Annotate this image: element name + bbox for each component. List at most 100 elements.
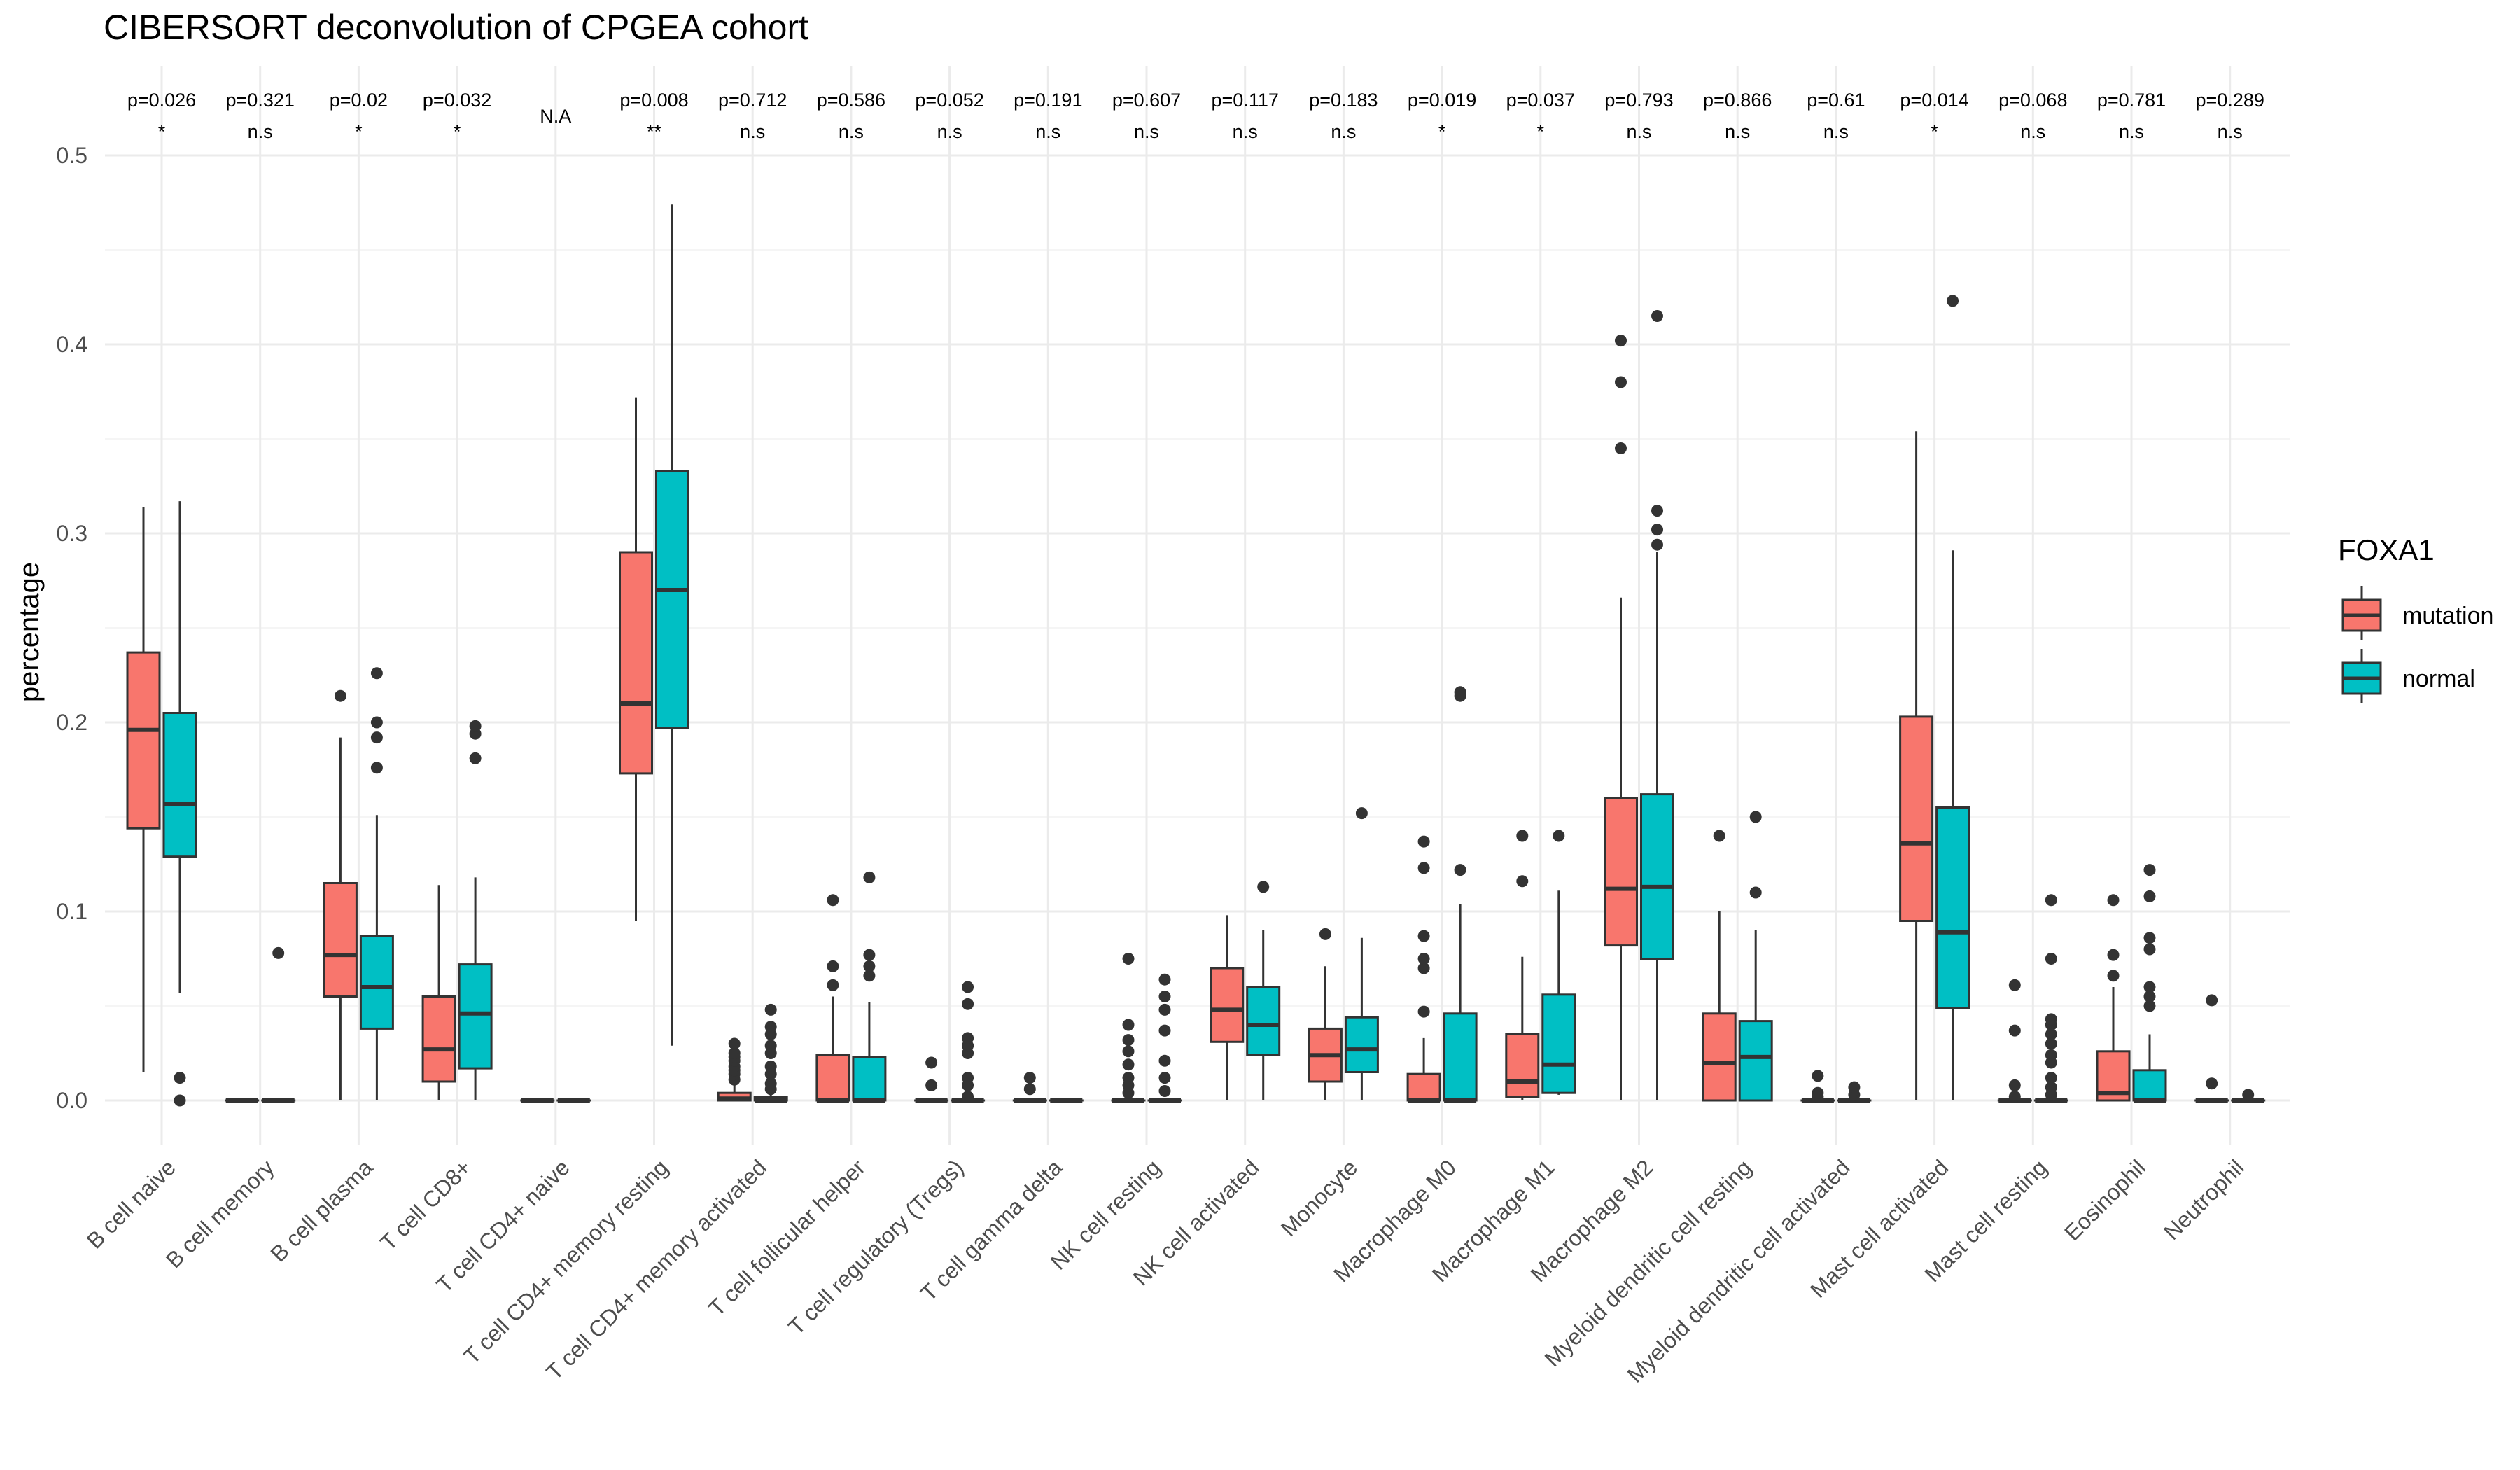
box-mutation <box>1406 835 1441 1102</box>
outlier-point <box>2143 864 2156 876</box>
outlier-point <box>174 1094 186 1107</box>
box-mutation <box>1702 830 1737 1102</box>
outlier-point <box>1651 524 1663 536</box>
p-value-label: p=0.866 <box>1703 90 1772 111</box>
outlier-point <box>1418 930 1430 942</box>
significance-label: n.s <box>2119 121 2144 142</box>
outlier-point <box>1122 1018 1135 1031</box>
significance-label: * <box>1931 121 1938 142</box>
box-mutation <box>1604 335 1638 1100</box>
outlier-point <box>1454 864 1466 876</box>
p-value-label: p=0.026 <box>127 90 196 111</box>
outlier-point <box>1257 881 1270 893</box>
outlier-point <box>728 1037 741 1050</box>
chart-title: CIBERSORT deconvolution of CPGEA cohort <box>104 8 808 47</box>
outlier-point <box>2107 894 2120 906</box>
p-value-annotations: p=0.026 * p=0.321 n.s p=0.02 * p=0.032 * N.A p=0.… <box>127 90 2264 142</box>
outlier-point <box>2008 1024 2021 1037</box>
grid-lines <box>105 66 2290 1144</box>
significance-label: n.s <box>1626 121 1651 142</box>
outlier-point <box>174 1072 186 1084</box>
outlier-point <box>1454 686 1466 699</box>
outlier-point <box>962 1072 974 1084</box>
outlier-point <box>1023 1083 1036 1096</box>
box-normal <box>1738 811 1773 1102</box>
outlier-point <box>370 716 383 729</box>
box-body <box>1344 1016 1379 1073</box>
outlier-point <box>334 690 346 702</box>
outlier-point <box>962 1032 974 1044</box>
p-value-label: p=0.321 <box>226 90 295 111</box>
outlier-point <box>2008 1079 2021 1091</box>
box-body <box>1443 1012 1478 1102</box>
outlier-point <box>1812 1086 1824 1099</box>
significance-label: n.s <box>1233 121 1258 142</box>
outlier-point <box>2143 981 2156 993</box>
significance-label: n.s <box>2020 121 2045 142</box>
p-value-label: p=0.008 <box>620 90 688 111</box>
y-tick-label: 0.2 <box>57 710 88 735</box>
box-body <box>1899 715 1934 923</box>
outlier-point <box>2045 1072 2057 1084</box>
box-body <box>1505 1033 1540 1098</box>
outlier-point <box>1947 295 1959 307</box>
outlier-point <box>827 894 839 906</box>
significance-label: ** <box>647 121 662 142</box>
p-value-label: p=0.781 <box>2097 90 2166 111</box>
box-mutation <box>2096 894 2131 1102</box>
outlier-point <box>2045 1028 2057 1040</box>
box-normal <box>1147 973 1182 1102</box>
significance-label: n.s <box>937 121 962 142</box>
box-normal <box>2132 864 2167 1102</box>
y-tick-label: 0.1 <box>57 899 88 924</box>
outlier-point <box>2008 979 2021 991</box>
p-value-label: p=0.607 <box>1112 90 1181 111</box>
p-value-label: p=0.289 <box>2196 90 2264 111</box>
outlier-point <box>1553 830 1565 842</box>
outlier-point <box>1812 1070 1824 1082</box>
outlier-point <box>1023 1072 1036 1084</box>
y-tick-label: 0.4 <box>57 332 88 357</box>
outlier-point <box>1651 538 1663 551</box>
box-mutation <box>816 894 850 1102</box>
box-body <box>1246 986 1281 1056</box>
p-value-label: p=0.068 <box>1998 90 2067 111</box>
box-mutation <box>1505 830 1540 1100</box>
box-mutation <box>717 1037 752 1102</box>
outlier-point <box>1516 830 1529 842</box>
significance-label: n.s <box>1331 121 1356 142</box>
p-value-label: p=0.117 <box>1212 90 1279 111</box>
legend-title: FOXA1 <box>2338 533 2435 566</box>
outlier-point <box>1418 862 1430 874</box>
significance-label: n.s <box>2218 121 2243 142</box>
outlier-point <box>764 1040 777 1052</box>
significance-label: n.s <box>1725 121 1750 142</box>
x-tick-label: B cell plasma <box>265 1154 377 1266</box>
outlier-point <box>2045 1049 2057 1061</box>
box-body <box>816 1054 850 1102</box>
significance-label: n.s <box>1823 121 1849 142</box>
box-body <box>2132 1069 2167 1102</box>
outlier-point <box>764 1021 777 1033</box>
outlier-point <box>1355 807 1368 820</box>
outlier-point <box>962 1091 974 1103</box>
x-tick-label: T cell regulatory (Tregs) <box>783 1154 968 1339</box>
box-normal <box>1344 807 1379 1100</box>
outlier-point <box>2242 1088 2255 1101</box>
outlier-point <box>1749 886 1762 899</box>
box-mutation <box>1308 927 1343 1100</box>
box-body <box>655 470 690 729</box>
outlier-point <box>2045 1037 2057 1050</box>
y-tick-label: 0.5 <box>57 143 88 168</box>
outlier-point <box>1615 335 1627 347</box>
p-value-label: p=0.037 <box>1506 90 1575 111</box>
y-axis: 0.0 0.1 0.2 0.3 0.4 0.5 <box>57 143 88 1113</box>
box-normal <box>1443 686 1478 1102</box>
outlier-point <box>1418 835 1430 848</box>
box-normal <box>2231 1088 2266 1102</box>
outlier-point <box>863 960 876 972</box>
significance-label: N.A <box>540 106 571 127</box>
box-body <box>1210 967 1245 1043</box>
box-body <box>359 934 394 1030</box>
